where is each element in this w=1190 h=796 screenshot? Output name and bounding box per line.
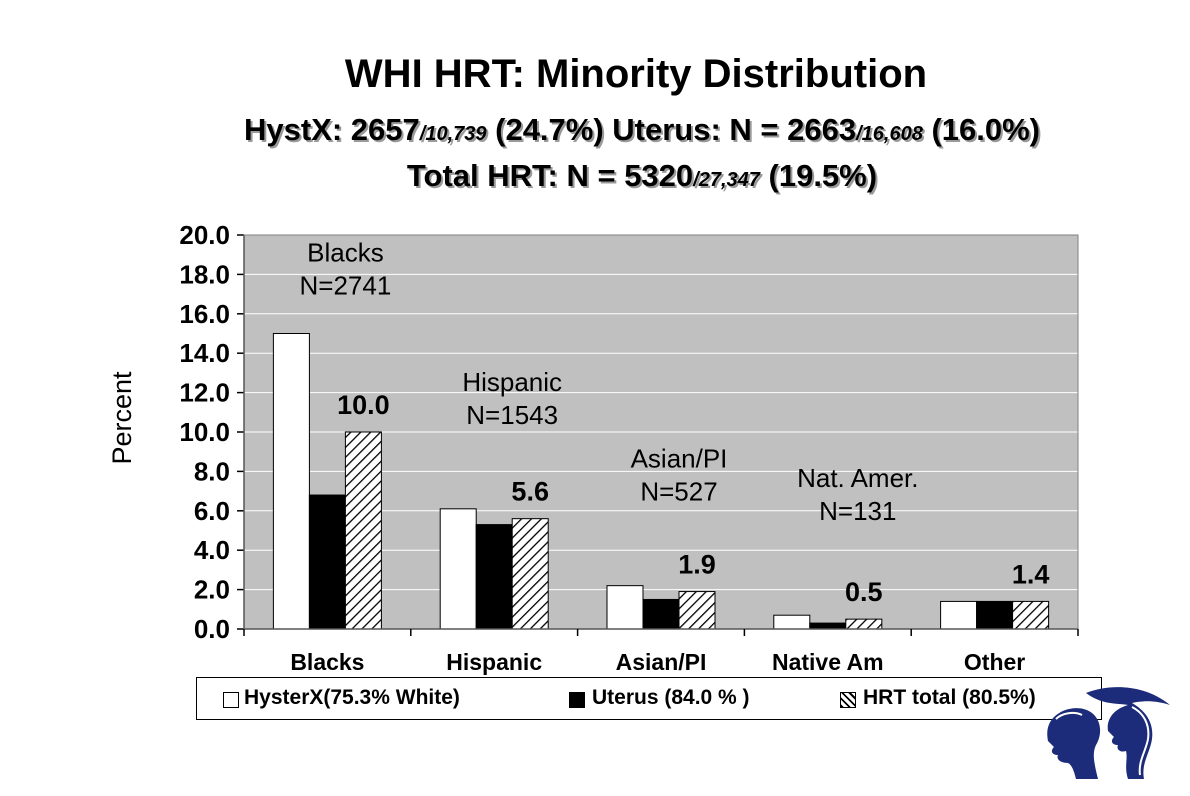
annotation-group-name: Nat. Amer.	[797, 463, 918, 493]
y-tick-label: 0.0	[194, 614, 230, 644]
x-tick-label: Asian/PI	[616, 649, 707, 675]
hystx-count: HystX: 2657	[244, 112, 420, 147]
chart-legend: HysterX(75.3% White) Uterus (84.0 % ) HR…	[196, 677, 1102, 720]
legend-label-hrt-total: HRT total (80.5%)	[863, 686, 1036, 709]
x-tick-label: Hispanic	[446, 649, 542, 675]
uterus-percent: (16.0%)	[922, 112, 1040, 147]
bar-hrt-total	[845, 618, 883, 630]
page-title: WHI HRT: Minority Distribution	[344, 52, 928, 96]
annotation-group-count: N=527	[640, 477, 717, 507]
x-tick-label: Native Am	[772, 649, 884, 675]
legend-label-hysterx: HysterX(75.3% White)	[244, 686, 460, 709]
x-tick-label: Other	[964, 649, 1025, 675]
hrt-total: /27,347	[693, 169, 760, 191]
annotation-group-count: N=131	[819, 496, 896, 526]
legend-swatch-hysterx	[223, 692, 239, 708]
y-tick-label: 18.0	[179, 259, 230, 289]
hrt-percent: (19.5%)	[759, 158, 878, 193]
data-label: 1.4	[1012, 559, 1050, 589]
bar-uterus	[976, 600, 1014, 630]
whi-logo-icon	[1047, 687, 1170, 779]
annotation-group-name: Hispanic	[462, 367, 562, 397]
hystx-total: /10,739	[419, 123, 487, 145]
bar-uterus	[475, 524, 513, 630]
y-tick-label: 10.0	[179, 417, 230, 447]
subtitle-total-hrt: Total HRT: N = 5320/27,347 (19.5%)	[0, 158, 1190, 194]
bar-hrt-total	[1012, 600, 1050, 630]
y-tick-label: 12.0	[179, 378, 230, 408]
uterus-total: /16,608	[856, 123, 923, 145]
bar-hysterx	[773, 614, 811, 630]
data-label: 5.6	[511, 477, 549, 507]
plot-border	[243, 234, 1079, 630]
bar-hysterx	[606, 585, 644, 630]
bar-uterus	[809, 622, 847, 630]
subtitle-hystx-uterus: HystX: 2657/10,739 (24.7%) Uterus: N = 2…	[0, 112, 1190, 148]
bar-hrt-total	[344, 431, 382, 630]
y-tick-label: 20.0	[179, 220, 230, 250]
legend-swatch-hrt-total	[840, 692, 856, 708]
y-tick-label: 4.0	[194, 535, 230, 565]
annotation-group-name: Asian/PI	[631, 444, 728, 474]
bar-uterus	[642, 598, 680, 630]
bar-hrt-total	[511, 518, 549, 630]
y-tick-label: 16.0	[179, 299, 230, 329]
data-label: 0.5	[845, 577, 883, 607]
legend-swatch-uterus	[569, 692, 585, 708]
bar-hysterx	[439, 508, 477, 630]
legend-label-uterus: Uterus (84.0 % )	[592, 686, 750, 709]
y-tick-label: 6.0	[194, 496, 230, 526]
x-tick-label: Blacks	[290, 649, 364, 675]
annotation-group-count: N=1543	[466, 400, 558, 430]
annotation-group-name: Blacks	[307, 238, 384, 268]
bar-uterus	[308, 494, 346, 630]
y-tick-label: 8.0	[194, 456, 230, 486]
bar-hysterx	[272, 333, 310, 630]
uterus-count: (24.7%) Uterus: N = 2663	[486, 112, 857, 147]
bar-hysterx	[940, 600, 978, 630]
annotation-group-count: N=2741	[299, 271, 391, 301]
data-label: 1.9	[678, 550, 716, 580]
data-label: 10.0	[337, 390, 390, 420]
bar-hrt-total	[678, 591, 716, 630]
hrt-count: Total HRT: N = 5320	[406, 158, 694, 193]
y-axis-label: Percent	[107, 371, 137, 465]
y-tick-label: 14.0	[179, 338, 230, 368]
y-tick-label: 2.0	[194, 575, 230, 605]
